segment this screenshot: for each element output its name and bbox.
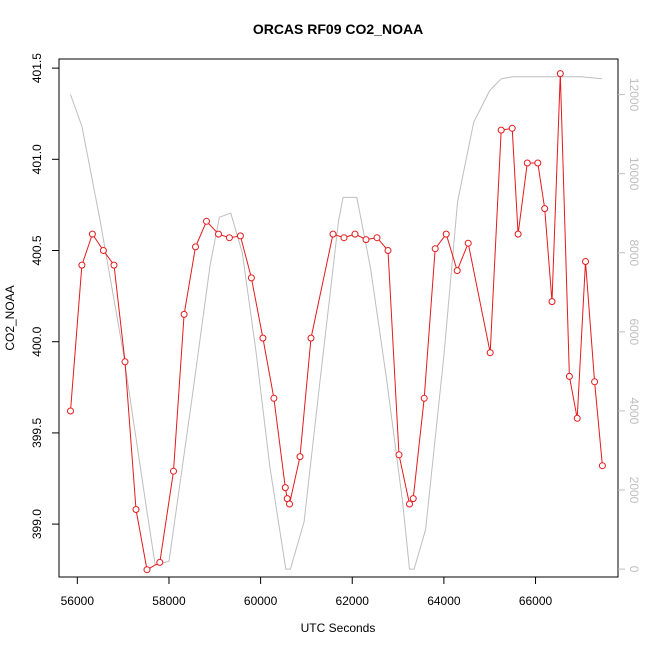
data-point: [192, 243, 199, 251]
data-point: [351, 230, 359, 238]
data-point: [110, 261, 118, 269]
data-point: [236, 232, 244, 240]
data-point: [431, 245, 439, 253]
data-point: [225, 234, 233, 242]
y2-axis: 0 2000 4000 6000 8000 10000 12000: [618, 78, 641, 573]
data-point: [259, 334, 267, 342]
x-tick-label: 58000: [152, 594, 186, 608]
data-point: [541, 205, 549, 213]
data-point: [99, 247, 107, 254]
data-point: [286, 500, 293, 508]
plot-frame: [58, 58, 619, 578]
data-point: [247, 274, 255, 282]
data-point: [548, 298, 556, 306]
data-point: [453, 267, 461, 275]
data-point: [340, 234, 348, 242]
y-tick-label: 401.5: [30, 53, 44, 83]
data-point: [270, 394, 278, 402]
data-point: [497, 126, 505, 134]
y2-tick-label: 4000: [627, 398, 641, 425]
y2-tick-label: 12000: [627, 78, 641, 112]
data-point: [591, 378, 599, 386]
primary-series-line: [70, 73, 603, 571]
y-tick-label: 401.0: [30, 144, 44, 174]
data-point: [156, 558, 164, 566]
data-point: [486, 349, 494, 357]
data-point: [565, 372, 573, 380]
data-point: [523, 159, 531, 167]
x-tick-label: 64000: [427, 594, 461, 608]
y2-tick-label: 2000: [627, 477, 641, 504]
data-point: [215, 230, 222, 238]
data-point: [514, 230, 522, 238]
data-point: [143, 566, 151, 574]
x-axis: 56000 58000 60000 62000 64000 66000: [61, 577, 553, 608]
data-point: [296, 453, 304, 461]
y2-tick-label: 6000: [627, 318, 641, 345]
y2-tick-label: 0: [627, 566, 641, 573]
data-point: [420, 394, 428, 402]
y-axis-label: CO2_NOAA: [3, 285, 17, 350]
x-tick-label: 66000: [519, 594, 553, 608]
data-point: [132, 506, 140, 513]
data-point: [170, 467, 177, 475]
series-primary: [67, 70, 606, 574]
chart-title: ORCAS RF09 CO2_NOAA: [253, 21, 423, 37]
data-point: [329, 230, 337, 238]
y-tick-label: 400.0: [30, 326, 44, 356]
data-point: [203, 217, 210, 225]
data-point: [464, 239, 472, 247]
data-point: [556, 70, 564, 78]
data-point: [442, 230, 450, 238]
data-point: [281, 484, 289, 492]
data-point: [395, 451, 403, 459]
data-point: [67, 407, 74, 415]
data-point: [409, 495, 417, 503]
series-secondary: [70, 76, 603, 570]
x-tick-label: 56000: [61, 594, 95, 608]
y-tick-label: 400.5: [30, 235, 44, 265]
secondary-series-line: [70, 76, 603, 570]
data-point: [121, 358, 129, 366]
data-point: [384, 247, 392, 254]
data-point: [88, 230, 96, 238]
data-point: [598, 462, 606, 470]
data-point: [406, 500, 413, 508]
y2-tick-label: 8000: [627, 239, 641, 266]
data-point: [534, 159, 542, 167]
data-point: [582, 258, 589, 265]
data-point: [573, 414, 581, 422]
x-axis-label: UTC Seconds: [301, 621, 376, 635]
y2-tick-label: 10000: [627, 157, 641, 191]
y-tick-label: 399.5: [30, 418, 44, 448]
x-tick-label: 60000: [244, 594, 278, 608]
data-point: [78, 261, 86, 269]
x-tick-label: 62000: [336, 594, 370, 608]
y-tick-label: 399.0: [30, 509, 44, 539]
data-point: [362, 236, 370, 244]
data-point: [180, 310, 188, 318]
data-point: [373, 234, 381, 242]
y-axis: 399.0 399.5 400.0 400.5 401.0 401.5: [30, 53, 59, 539]
data-point: [307, 334, 315, 342]
data-point: [508, 124, 516, 132]
